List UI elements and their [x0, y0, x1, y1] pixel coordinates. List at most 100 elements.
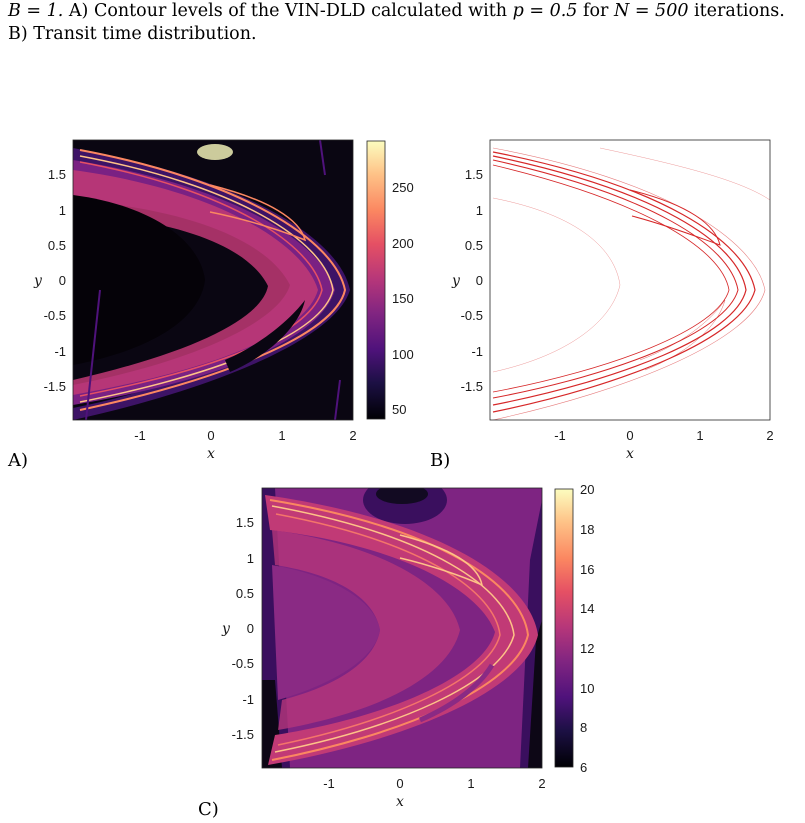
y-tick-label: 0	[476, 273, 483, 288]
heatmap-filament	[271, 505, 515, 753]
panel-b-contours	[492, 147, 770, 420]
heatmap-filament	[399, 534, 484, 587]
x-tick-label: 0	[626, 428, 633, 443]
heatmap-lobe	[272, 565, 380, 700]
y-tick-label: 1	[59, 203, 66, 218]
heatmap-streak	[319, 140, 326, 176]
y-tick-label: -1	[242, 692, 254, 707]
heatmap-streak	[334, 379, 341, 420]
figure-caption: B = 1. A) Contour levels of the VIN-DLD …	[8, 0, 798, 46]
colorbar-tick-label: 20	[580, 482, 594, 497]
y-tick-label: 0	[59, 273, 66, 288]
y-tick-label: -0.5	[461, 308, 483, 323]
y-tick-label: -0.5	[44, 308, 66, 323]
panel-b: 1.5 1 0.5 0 y -0.5 -1 -1.5 -1 0 1 2 x B)	[430, 139, 774, 471]
panel-c-heatmap	[262, 488, 542, 768]
caption-line-1: B = 1. A) Contour levels of the VIN-DLD …	[8, 0, 798, 23]
y-tick-label: -1.5	[461, 379, 483, 394]
heatmap-filament	[79, 161, 323, 397]
x-axis-label: x	[396, 794, 404, 810]
y-axis-label: y	[33, 273, 43, 289]
x-tick-label: 0	[207, 428, 214, 443]
axes-frame	[72, 139, 354, 421]
heatmap-band	[272, 530, 460, 730]
contour-line	[599, 147, 770, 201]
colorbar-tick-label: 12	[580, 641, 594, 656]
x-tick-label: 1	[696, 428, 703, 443]
y-tick-label: 0	[247, 621, 254, 636]
y-tick-label: -1	[54, 344, 66, 359]
y-tick-label: 1.5	[465, 167, 483, 182]
caption-text: iterations.	[688, 1, 785, 21]
x-tick-label: 2	[349, 428, 356, 443]
x-axis-label: x	[207, 446, 215, 462]
heatmap-dark-region	[376, 488, 428, 504]
panel-a: 1.5 1 0.5 0 y -0.5 -1 -1.5 -1 0 1 2 x 25…	[7, 139, 414, 471]
heatmap-dark-region	[419, 663, 495, 723]
colorbar-tick-label: 18	[580, 522, 594, 537]
contour-line	[492, 155, 747, 406]
contour-line	[492, 151, 756, 413]
y-tick-label: -1.5	[44, 379, 66, 394]
contour-line	[629, 189, 721, 246]
heatmap-streak	[85, 289, 101, 420]
contour-line	[492, 164, 730, 393]
contour-line	[492, 147, 766, 420]
caption-text: N = 500	[613, 1, 689, 21]
colorbar-tick-label: 100	[392, 347, 414, 362]
y-tick-label: 1.5	[48, 167, 66, 182]
contour-line	[492, 159, 739, 399]
y-tick-label: 1	[476, 203, 483, 218]
y-tick-label: 1.5	[236, 515, 254, 530]
y-axis-label: y	[451, 273, 461, 289]
axes-frame	[489, 139, 771, 421]
caption-text: A) Contour levels of the VIN-DLD calcula…	[63, 1, 513, 21]
colorbar-tick-label: 14	[580, 601, 594, 616]
caption-text: for	[577, 1, 614, 21]
x-tick-label: -1	[554, 428, 566, 443]
panel-c: 1.5 1 0.5 0 y -0.5 -1 -1.5 -1 0 1 2 x 20…	[198, 482, 594, 820]
panel-label: A)	[7, 450, 28, 471]
heatmap-dark-region	[73, 195, 205, 365]
y-tick-label: -1.5	[232, 727, 254, 742]
heatmap-filament	[269, 499, 530, 761]
colorbar-tick-label: 6	[580, 760, 587, 775]
heatmap-dark-region	[528, 620, 542, 768]
y-tick-label: 1	[247, 551, 254, 566]
colorbar-tick-label: 250	[392, 180, 414, 195]
caption-text: p = 0.5	[512, 1, 578, 21]
colorbar-tick-label: 10	[580, 681, 594, 696]
panel-label: C)	[198, 799, 219, 820]
y-axis-label: y	[221, 621, 231, 637]
y-tick-label: 0.5	[48, 238, 66, 253]
y-tick-label: -1	[471, 344, 483, 359]
heatmap-dark-region	[225, 300, 305, 372]
x-tick-label: 2	[766, 428, 773, 443]
colorbar-tick-label: 16	[580, 562, 594, 577]
colorbar	[554, 488, 574, 768]
panel-label: B)	[430, 450, 450, 471]
y-tick-label: 0.5	[465, 238, 483, 253]
heatmap-band	[73, 170, 318, 395]
heatmap-filament	[79, 155, 334, 403]
caption-text: B = 1.	[8, 1, 64, 21]
contour-line	[492, 197, 621, 373]
x-tick-label: 1	[278, 428, 285, 443]
caption-line-2: B) Transit time distribution.	[8, 24, 257, 44]
y-tick-label: 0.5	[236, 586, 254, 601]
x-tick-label: 1	[467, 776, 474, 791]
colorbar-tick-label: 150	[392, 291, 414, 306]
x-tick-label: 2	[538, 776, 545, 791]
heatmap-band	[265, 495, 538, 765]
axes-frame	[261, 487, 543, 769]
heatmap-band	[73, 148, 350, 420]
colorbar-tick-label: 50	[392, 402, 406, 417]
heatmap-filament	[209, 184, 307, 242]
heatmap-filament	[79, 149, 347, 411]
x-tick-label: 0	[396, 776, 403, 791]
heatmap-filament	[275, 513, 501, 746]
x-tick-label: -1	[323, 776, 335, 791]
colorbar-tick-label: 8	[580, 720, 587, 735]
colorbar	[366, 140, 386, 420]
